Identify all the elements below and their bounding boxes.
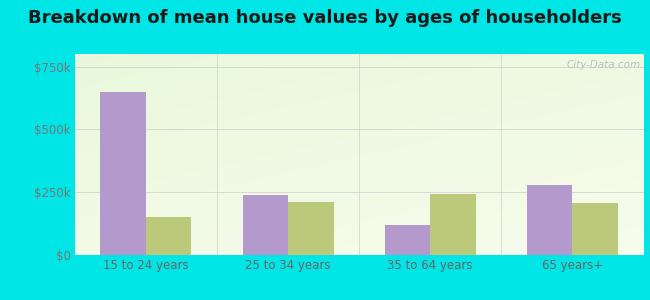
Bar <box>385 225 430 255</box>
Bar <box>430 194 476 255</box>
Bar <box>242 196 288 255</box>
Bar <box>288 202 333 255</box>
Bar <box>527 185 573 255</box>
Text: City-Data.com: City-Data.com <box>567 60 641 70</box>
Bar <box>573 203 618 255</box>
Bar <box>146 217 191 255</box>
Text: Breakdown of mean house values by ages of householders: Breakdown of mean house values by ages o… <box>28 9 622 27</box>
Bar <box>100 92 146 255</box>
